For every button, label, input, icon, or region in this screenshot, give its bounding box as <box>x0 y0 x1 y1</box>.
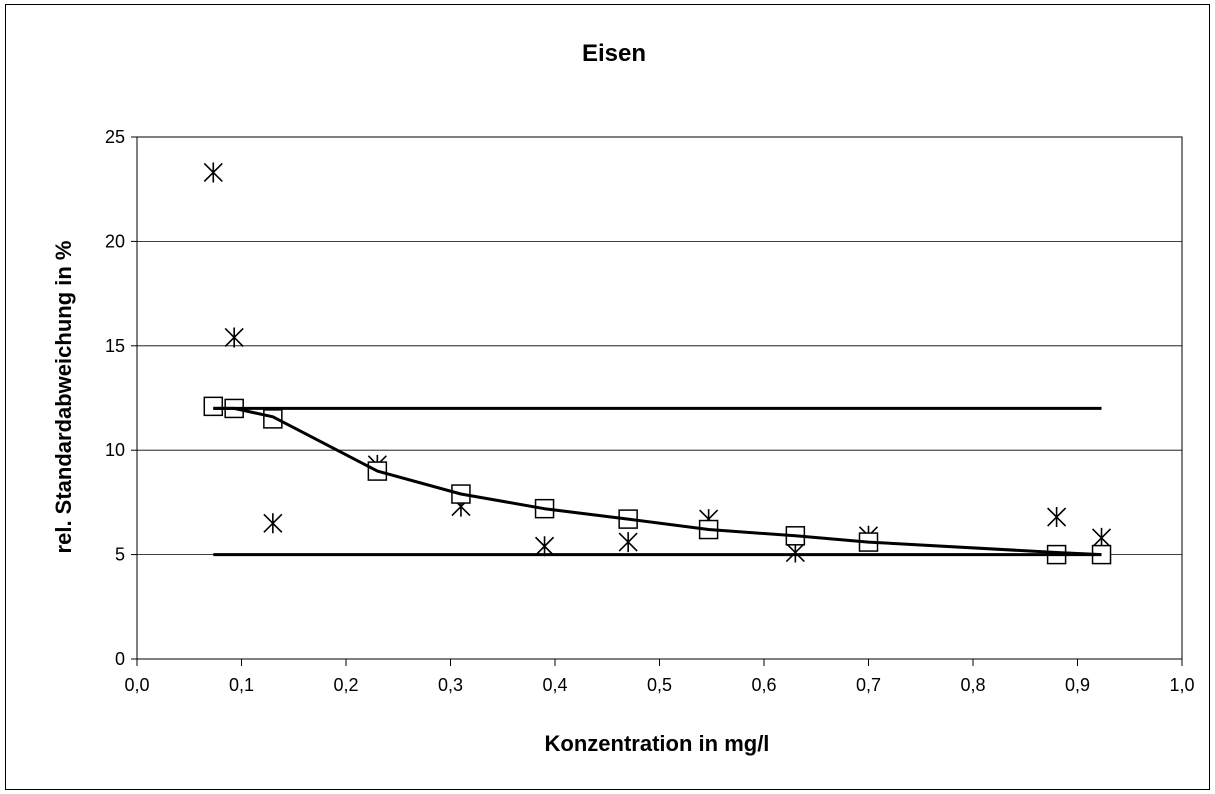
x-tick-label: 0,4 <box>542 675 567 695</box>
x-tick-label: 0,8 <box>960 675 985 695</box>
x-tick-label: 0,9 <box>1065 675 1090 695</box>
x-tick-label: 0,5 <box>647 675 672 695</box>
star-marker <box>263 513 283 534</box>
series-line <box>213 406 1102 557</box>
x-tick-label: 0,0 <box>124 675 149 695</box>
star-marker <box>618 532 638 553</box>
y-tick-label: 5 <box>115 545 125 565</box>
x-axis-label: Konzentration in mg/l <box>545 731 770 756</box>
x-tick-label: 1,0 <box>1169 675 1194 695</box>
x-tick-label: 0,2 <box>333 675 358 695</box>
x-tick-labels: 0,0 0,1 0,2 0,3 0,4 0,5 0,6 0,7 0,8 0,9 1,0 <box>124 675 1194 695</box>
y-tick-label: 20 <box>105 231 125 251</box>
square-marker <box>203 396 224 417</box>
axes <box>131 136 1183 666</box>
y-tick-label: 10 <box>105 440 125 460</box>
star-marker <box>1047 507 1067 528</box>
star-marker <box>203 162 223 183</box>
star-marker <box>224 327 244 348</box>
y-tick-label: 25 <box>105 127 125 147</box>
x-tick-label: 0,3 <box>438 675 463 695</box>
star-marker <box>1091 527 1112 548</box>
plot-area <box>136 136 1183 660</box>
star-marker <box>534 536 555 557</box>
series-3 <box>213 406 1102 557</box>
star-marker <box>785 542 805 563</box>
y-tick-labels: 0 5 10 15 20 25 <box>105 127 125 669</box>
x-tick-label: 0,7 <box>856 675 881 695</box>
y-tick-label: 0 <box>115 649 125 669</box>
series-layer <box>203 162 1112 565</box>
x-tick-label: 0,1 <box>229 675 254 695</box>
y-axis-label: rel. Standardabweichung in % <box>51 241 76 554</box>
y-tick-label: 15 <box>105 336 125 356</box>
chart-title: Eisen <box>582 40 646 67</box>
x-tick-label: 0,6 <box>751 675 776 695</box>
